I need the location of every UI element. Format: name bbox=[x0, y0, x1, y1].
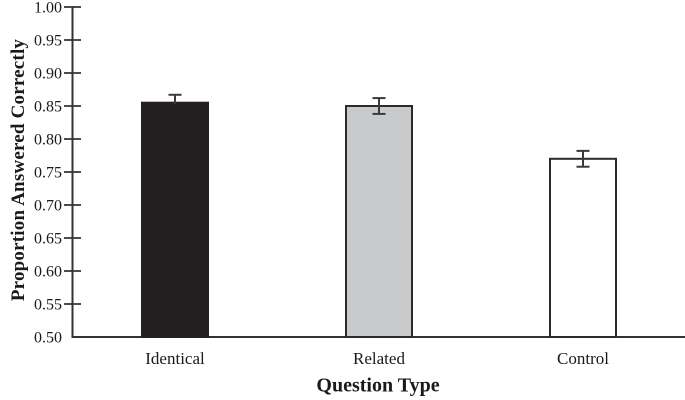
y-tick-label: 0.80 bbox=[34, 132, 62, 149]
x-axis-title: Question Type bbox=[316, 374, 440, 397]
y-tick-label: 0.85 bbox=[34, 99, 62, 116]
bar-related bbox=[345, 105, 413, 338]
y-tick-label: 0.55 bbox=[34, 297, 62, 314]
y-tick-label: 0.50 bbox=[34, 330, 62, 347]
y-axis-title: Proportion Answered Correctly bbox=[8, 38, 29, 302]
y-tick-label: 0.70 bbox=[34, 198, 62, 215]
y-tick-label: 0.65 bbox=[34, 231, 62, 248]
y-tick-label: 0.95 bbox=[34, 33, 62, 50]
y-tick-label: 0.75 bbox=[34, 165, 62, 182]
bar-identical bbox=[141, 101, 209, 338]
y-tick-label: 0.90 bbox=[34, 66, 62, 83]
bar-control bbox=[549, 157, 617, 338]
x-category-label: Related bbox=[353, 349, 405, 368]
x-category-label: Control bbox=[557, 349, 609, 368]
y-tick-label: 1.00 bbox=[34, 0, 62, 17]
y-tick-label: 0.60 bbox=[34, 264, 62, 281]
x-category-label: Identical bbox=[145, 349, 205, 368]
